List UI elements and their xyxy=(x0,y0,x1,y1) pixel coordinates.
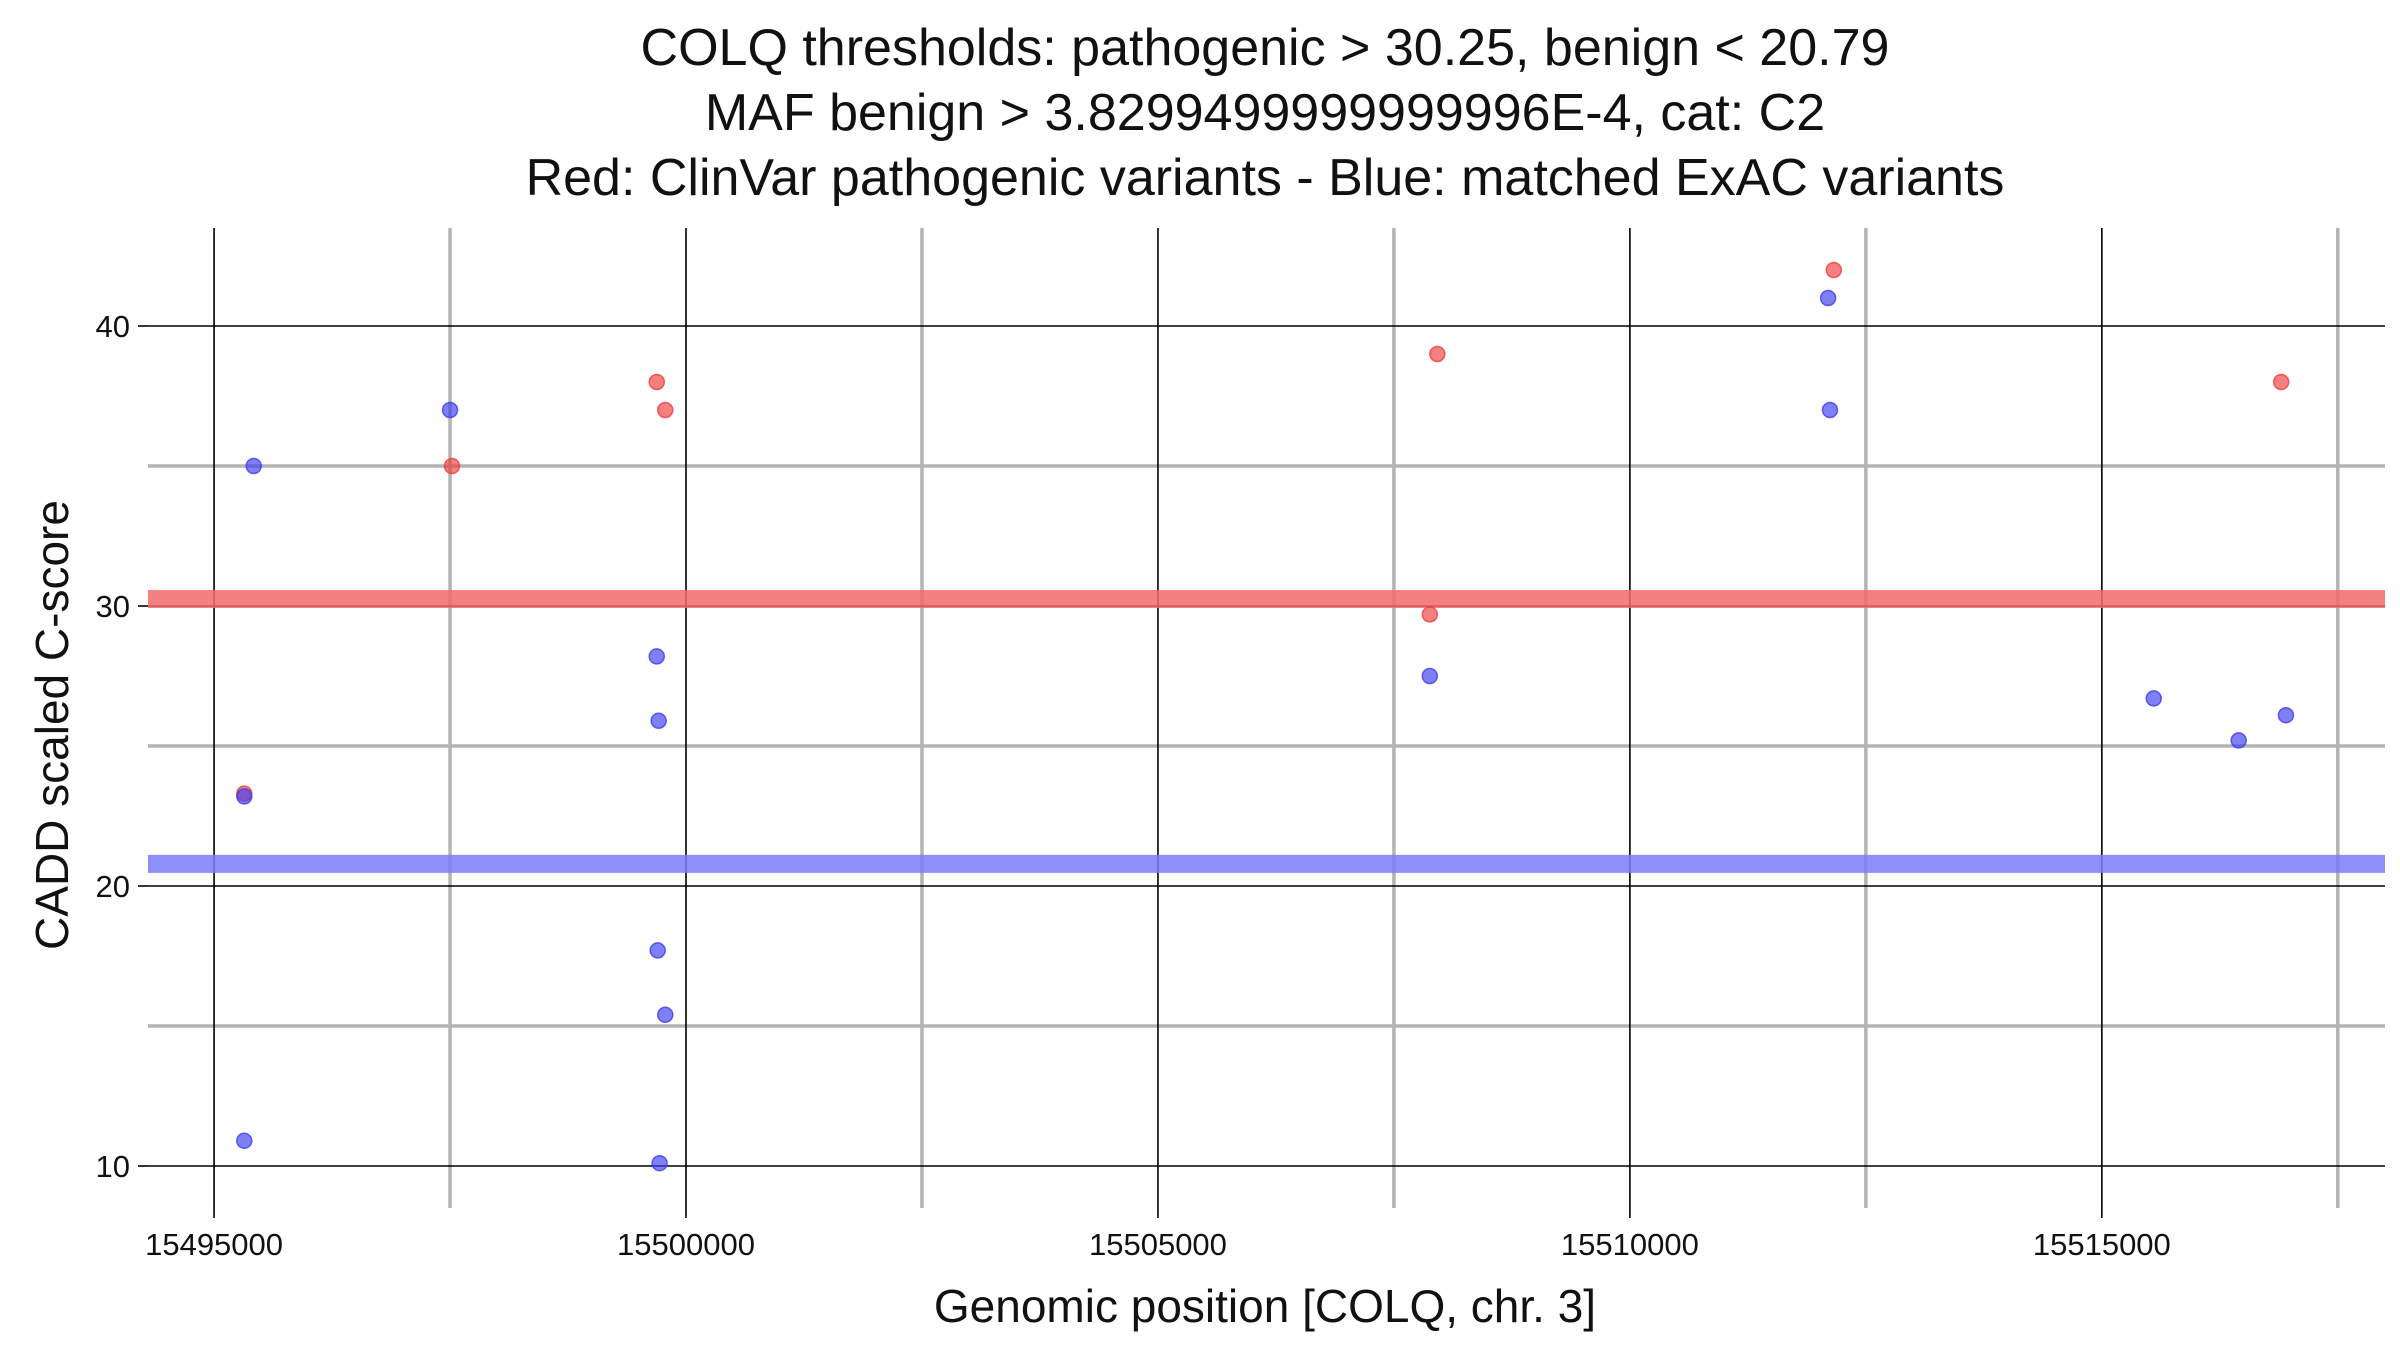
exac-matched-point xyxy=(648,648,666,665)
y-axis-title: CADD scaled C-score xyxy=(26,500,78,950)
x-axis-ticks: 15495000 15500000 15505000 15510000 15515000 xyxy=(145,1208,2171,1262)
x-tick-label: 15505000 xyxy=(1089,1227,1227,1262)
x-tick-label: 15515000 xyxy=(2033,1227,2171,1262)
exac-matched-point xyxy=(236,1132,253,1150)
exac-matched-point xyxy=(236,788,253,805)
y-tick-label: 10 xyxy=(96,1149,130,1184)
exac-matched-point xyxy=(1421,667,1439,685)
exac-matched-point xyxy=(1819,289,1837,307)
data-points xyxy=(236,261,2295,1172)
exac-matched-point xyxy=(2230,732,2247,749)
clinvar-pathogenic-point xyxy=(1825,261,1843,279)
exac-matched-point xyxy=(2145,690,2162,707)
exac-matched-point xyxy=(656,1006,674,1024)
y-tick-label: 40 xyxy=(96,309,130,344)
exac-matched-point xyxy=(245,457,262,475)
x-tick-label: 15510000 xyxy=(1561,1227,1699,1262)
exac-matched-point xyxy=(1821,401,1839,419)
y-tick-label: 20 xyxy=(96,869,130,904)
clinvar-pathogenic-point xyxy=(2272,373,2290,391)
x-tick-label: 15495000 xyxy=(145,1227,283,1262)
exac-matched-point xyxy=(2277,706,2295,724)
minor-gridlines xyxy=(148,228,2385,1208)
threshold-lines xyxy=(148,590,2385,873)
chart-title: COLQ thresholds: pathogenic > 30.25, ben… xyxy=(526,19,2005,207)
y-tick-label: 30 xyxy=(96,589,130,624)
title-line-1: COLQ thresholds: pathogenic > 30.25, ben… xyxy=(641,19,1890,77)
clinvar-pathogenic-point xyxy=(656,401,674,419)
plot-area xyxy=(148,228,2385,1208)
major-gridlines xyxy=(148,228,2385,1208)
clinvar-pathogenic-point xyxy=(443,457,461,475)
exac-matched-point xyxy=(441,401,459,419)
y-axis-ticks: 10 20 30 40 xyxy=(96,309,148,1184)
exac-matched-point xyxy=(650,712,667,730)
x-axis-title: Genomic position [COLQ, chr. 3] xyxy=(934,1280,1596,1332)
clinvar-pathogenic-point xyxy=(1429,345,1446,363)
exac-matched-point xyxy=(651,1154,668,1172)
exac-matched-point xyxy=(649,942,666,959)
title-line-3: Red: ClinVar pathogenic variants - Blue:… xyxy=(526,149,2005,207)
clinvar-pathogenic-point xyxy=(1421,606,1439,623)
x-tick-label: 15500000 xyxy=(617,1227,755,1262)
clinvar-pathogenic-point xyxy=(648,373,666,391)
title-line-2: MAF benign > 3.8299499999999996E-4, cat:… xyxy=(705,84,1825,142)
